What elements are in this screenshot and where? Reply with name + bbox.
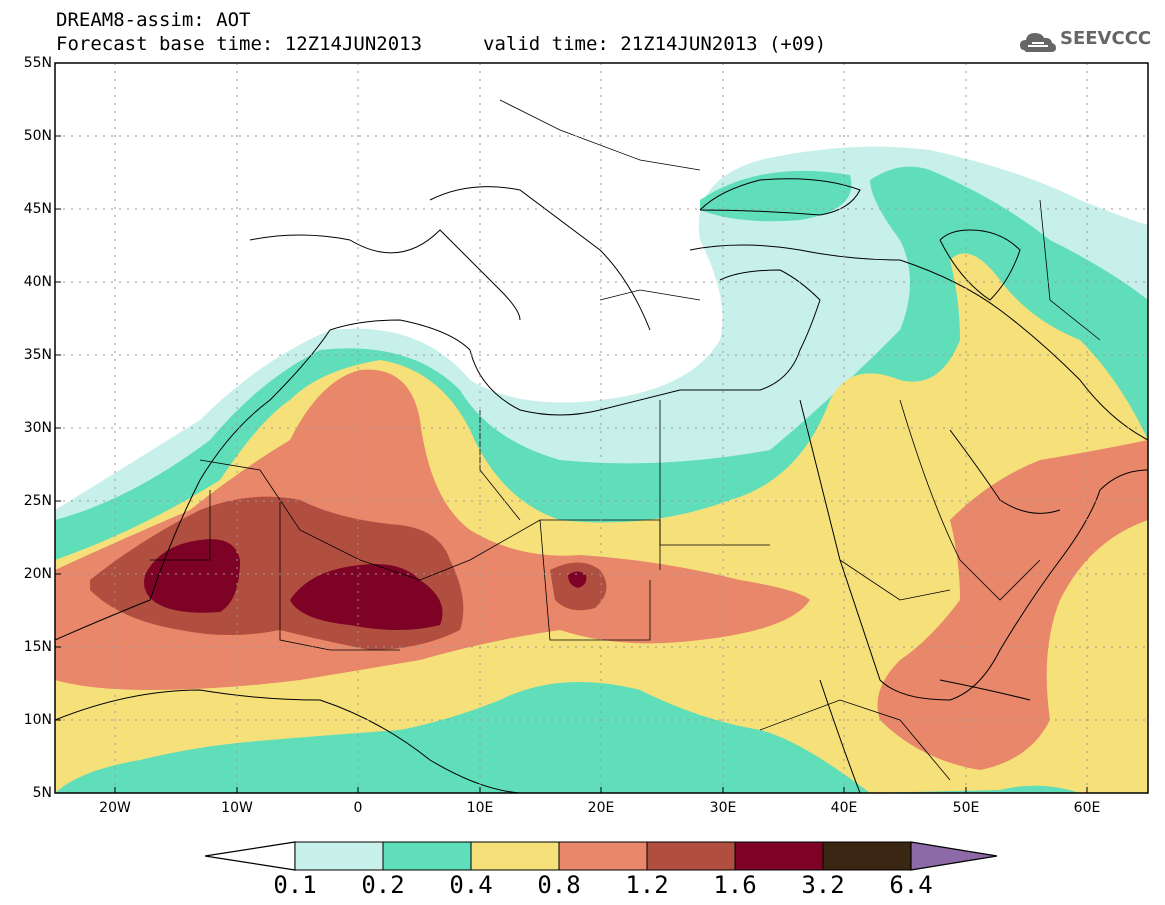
colorbar-swatch [558, 841, 648, 871]
lon-label: 30E [709, 800, 737, 816]
lon-label: 20W [99, 800, 131, 816]
colorbar-swatch [734, 841, 824, 871]
graticule [55, 63, 1148, 793]
plot-frame [54, 62, 1149, 794]
lon-label: 0 [353, 800, 363, 816]
cloud-icon [1020, 33, 1056, 52]
colorbar-arrow-high [910, 841, 998, 871]
colorbar-arrow-low [205, 841, 296, 871]
colorbar-label: 1.2 [625, 871, 669, 899]
lat-label: 40N [23, 274, 52, 290]
lat-label: 35N [23, 347, 52, 363]
valid-time: valid time: 21Z14JUN2013 (+09) [483, 33, 827, 55]
lat-label: 25N [23, 493, 52, 509]
lat-label: 20N [23, 566, 52, 582]
lat-label: 15N [23, 639, 52, 655]
coastlines [55, 178, 1148, 793]
lat-label: 5N [32, 785, 52, 801]
lon-label: 20E [587, 800, 615, 816]
colorbar-label: 1.6 [713, 871, 757, 899]
colorbar-label: 0.4 [449, 871, 493, 899]
lon-label: 10E [466, 800, 494, 816]
colorbar [205, 841, 998, 871]
forecast-base-time: Forecast base time: 12Z14JUN2013 [56, 33, 423, 55]
logo-text: SEEVCCC [1060, 28, 1152, 49]
map-title: DREAM8-assim: AOT [56, 9, 251, 31]
lon-label: 10W [221, 800, 253, 816]
colorbar-label: 3.2 [801, 871, 845, 899]
lat-label: 55N [23, 55, 52, 71]
lon-label: 50E [952, 800, 980, 816]
colorbar-label: 0.1 [273, 871, 317, 899]
lon-label: 40E [830, 800, 858, 816]
colorbar-label: 0.2 [361, 871, 405, 899]
colorbar-swatch [822, 841, 912, 871]
lat-label: 50N [23, 128, 52, 144]
lat-label: 45N [23, 201, 52, 217]
colorbar-swatch [646, 841, 736, 871]
colorbar-swatch [382, 841, 472, 871]
colorbar-swatch [294, 841, 384, 871]
colorbar-swatch [470, 841, 560, 871]
lat-label: 30N [23, 420, 52, 436]
colorbar-label: 0.8 [537, 871, 581, 899]
aot-contour-1.6 [144, 539, 240, 613]
colorbar-label: 6.4 [889, 871, 933, 899]
lon-label: 60E [1073, 800, 1101, 816]
borders [150, 99, 1101, 781]
lat-label: 10N [23, 712, 52, 728]
